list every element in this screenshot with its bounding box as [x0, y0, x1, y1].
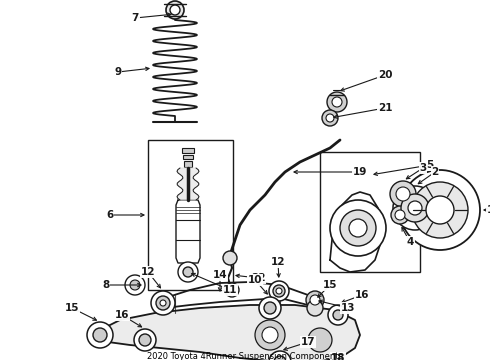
- Circle shape: [130, 280, 140, 290]
- Circle shape: [340, 210, 376, 246]
- Text: 9: 9: [115, 67, 122, 77]
- Circle shape: [223, 251, 237, 265]
- Text: 15: 15: [65, 303, 79, 313]
- Text: 4: 4: [406, 237, 414, 247]
- Circle shape: [408, 201, 422, 215]
- Circle shape: [273, 285, 285, 297]
- Circle shape: [391, 206, 409, 224]
- Bar: [148, 140, 233, 290]
- Bar: [183, 155, 193, 159]
- Circle shape: [310, 295, 320, 305]
- Circle shape: [333, 310, 343, 320]
- Circle shape: [93, 328, 107, 342]
- Circle shape: [401, 194, 429, 222]
- Circle shape: [259, 297, 281, 319]
- Circle shape: [255, 320, 285, 350]
- Bar: [182, 148, 194, 153]
- Text: 22: 22: [251, 273, 265, 283]
- Bar: [184, 161, 192, 167]
- Circle shape: [134, 329, 156, 351]
- Bar: [320, 152, 420, 272]
- Circle shape: [269, 281, 289, 301]
- Polygon shape: [100, 305, 360, 360]
- Polygon shape: [177, 168, 199, 200]
- Circle shape: [178, 262, 198, 282]
- Circle shape: [125, 275, 145, 295]
- Circle shape: [274, 356, 286, 360]
- Text: 12: 12: [271, 257, 285, 267]
- Circle shape: [396, 187, 410, 201]
- Text: 2: 2: [431, 167, 439, 177]
- Circle shape: [160, 300, 166, 306]
- Text: 15: 15: [323, 280, 337, 290]
- Circle shape: [393, 186, 437, 230]
- Text: 18: 18: [331, 353, 345, 360]
- Text: 21: 21: [378, 103, 392, 113]
- Circle shape: [395, 210, 405, 220]
- Circle shape: [307, 300, 323, 316]
- Text: 1: 1: [487, 205, 490, 215]
- Text: 16: 16: [115, 310, 129, 320]
- Circle shape: [306, 291, 324, 309]
- Text: 3: 3: [419, 163, 427, 173]
- Text: 11: 11: [223, 285, 237, 295]
- Circle shape: [166, 1, 184, 19]
- Circle shape: [308, 328, 332, 352]
- Text: 14: 14: [213, 270, 227, 280]
- Circle shape: [328, 305, 348, 325]
- Text: 7: 7: [131, 13, 139, 23]
- Text: 6: 6: [106, 210, 114, 220]
- Circle shape: [262, 327, 278, 343]
- Circle shape: [264, 302, 276, 314]
- Text: 8: 8: [102, 280, 110, 290]
- Text: 16: 16: [355, 290, 369, 300]
- Text: 19: 19: [353, 167, 367, 177]
- Circle shape: [390, 181, 416, 207]
- Circle shape: [326, 114, 334, 122]
- Circle shape: [400, 170, 480, 250]
- Text: 13: 13: [341, 303, 355, 313]
- Text: 20: 20: [378, 70, 392, 80]
- Circle shape: [327, 92, 347, 112]
- Text: 10: 10: [248, 275, 262, 285]
- Circle shape: [170, 5, 180, 15]
- Circle shape: [87, 322, 113, 348]
- Circle shape: [139, 334, 151, 346]
- Circle shape: [322, 110, 338, 126]
- Circle shape: [330, 200, 386, 256]
- Text: 2020 Toyota 4Runner Suspension Components: 2020 Toyota 4Runner Suspension Component…: [147, 352, 343, 360]
- Text: 5: 5: [426, 160, 434, 170]
- Circle shape: [276, 288, 282, 294]
- Circle shape: [269, 351, 291, 360]
- Circle shape: [225, 283, 239, 297]
- Circle shape: [426, 196, 454, 224]
- Circle shape: [183, 267, 193, 277]
- Text: 17: 17: [301, 337, 315, 347]
- Circle shape: [412, 182, 468, 238]
- Text: 12: 12: [141, 267, 155, 277]
- Circle shape: [151, 291, 175, 315]
- Circle shape: [156, 296, 170, 310]
- Circle shape: [332, 97, 342, 107]
- Circle shape: [349, 219, 367, 237]
